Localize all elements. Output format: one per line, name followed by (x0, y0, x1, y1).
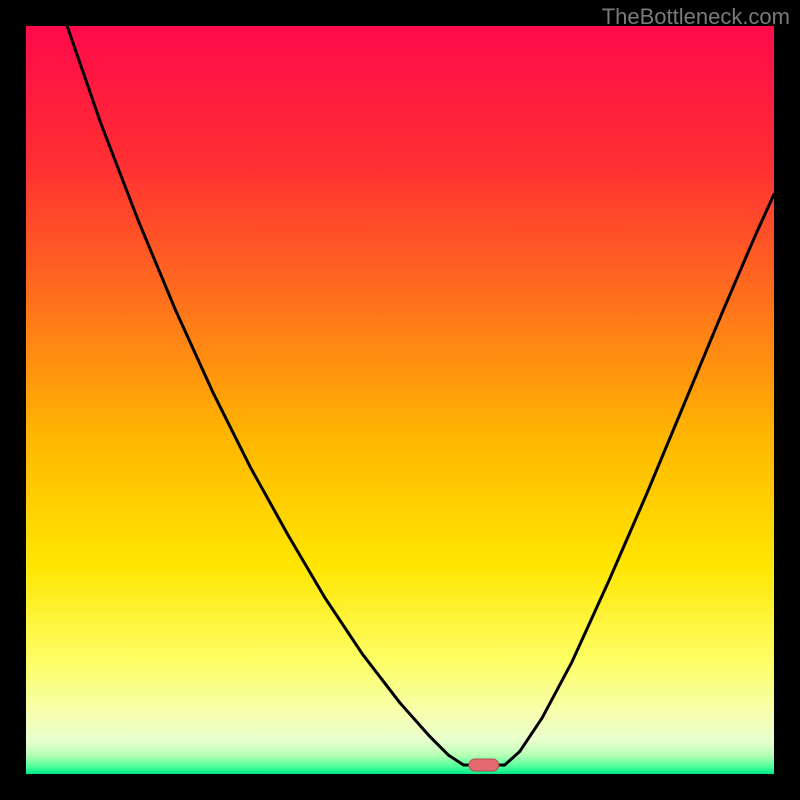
plot-gradient-background (26, 26, 774, 774)
bottleneck-chart (0, 0, 800, 800)
watermark-text: TheBottleneck.com (602, 4, 790, 30)
optimal-point-marker (469, 759, 499, 771)
chart-stage: TheBottleneck.com (0, 0, 800, 800)
